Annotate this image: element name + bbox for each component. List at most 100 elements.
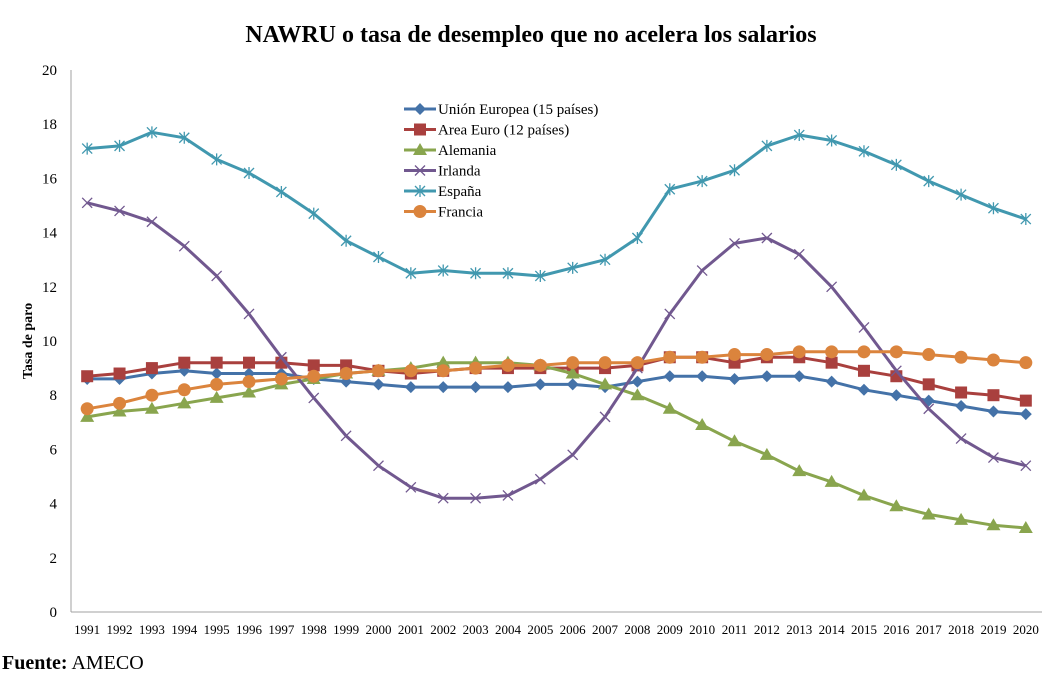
data-point <box>275 185 287 198</box>
data-point <box>923 403 935 415</box>
x-tick-label: 1992 <box>107 622 133 637</box>
axes <box>70 70 1042 613</box>
data-point <box>955 433 967 445</box>
data-point <box>761 232 773 244</box>
data-point <box>146 216 158 228</box>
data-point <box>114 205 126 217</box>
data-point <box>533 358 547 372</box>
data-point <box>534 473 546 485</box>
legend-label: Francia <box>438 205 483 221</box>
x-tick-label: 1991 <box>74 622 100 637</box>
data-point <box>405 481 417 493</box>
data-point <box>955 386 968 399</box>
data-point <box>826 281 838 293</box>
data-point <box>211 153 223 166</box>
source-value: AMECO <box>71 652 144 674</box>
data-point <box>1018 520 1033 533</box>
data-point <box>274 372 288 386</box>
data-point <box>727 434 742 447</box>
x-tick-label: 1993 <box>139 622 165 637</box>
legend-marker <box>414 165 426 176</box>
data-point <box>114 139 126 152</box>
data-point <box>954 512 969 525</box>
data-point <box>81 370 94 383</box>
data-point <box>534 378 547 391</box>
data-point <box>437 381 450 394</box>
data-point <box>307 359 320 372</box>
x-tick-label: 1997 <box>268 622 295 637</box>
data-point <box>889 499 904 512</box>
data-point <box>695 418 710 431</box>
data-point <box>664 308 676 320</box>
data-point <box>792 464 807 477</box>
x-tick-label: 2014 <box>819 622 846 637</box>
data-point <box>825 345 839 359</box>
data-point <box>534 269 546 282</box>
series-line <box>86 350 1026 411</box>
data-point <box>501 381 514 394</box>
data-point <box>178 131 190 144</box>
data-point <box>113 367 126 380</box>
x-tick-label: 1998 <box>301 622 327 637</box>
data-point <box>986 353 1000 367</box>
data-point <box>501 358 515 372</box>
data-point <box>470 492 482 504</box>
data-point <box>857 383 870 396</box>
legend-label: Irlanda <box>438 164 481 180</box>
data-point <box>889 345 903 359</box>
y-tick-label: 20 <box>42 63 57 79</box>
data-point <box>567 449 579 461</box>
data-point <box>113 396 127 410</box>
data-point <box>210 356 223 369</box>
source-note: Fuente: AMECO <box>2 652 144 675</box>
series-line <box>86 201 1027 500</box>
data-point <box>308 207 320 220</box>
data-point <box>211 270 223 282</box>
data-point <box>664 183 676 196</box>
data-point <box>695 350 709 364</box>
data-point <box>793 370 806 383</box>
data-point <box>598 377 613 390</box>
data-point <box>599 411 611 423</box>
data-point <box>1019 394 1032 407</box>
data-point <box>146 126 158 139</box>
data-point <box>80 402 94 416</box>
data-point <box>209 390 224 403</box>
x-tick-label: 2007 <box>592 622 619 637</box>
data-point <box>890 158 902 171</box>
legend-item: Francia <box>404 205 483 221</box>
data-point <box>954 350 968 364</box>
data-point <box>404 364 418 378</box>
data-point <box>307 369 321 383</box>
y-tick-label: 14 <box>42 226 58 242</box>
source-label: Fuente: <box>2 652 68 674</box>
data-point <box>921 507 936 520</box>
data-point <box>955 188 967 201</box>
data-point <box>371 364 385 378</box>
series-line <box>87 369 1026 416</box>
data-point <box>177 396 192 409</box>
data-point <box>728 372 741 385</box>
data-point <box>243 308 255 320</box>
data-point <box>826 134 838 147</box>
data-point <box>340 234 352 247</box>
data-point <box>729 237 740 249</box>
chart-title: NAWRU o tasa de desempleo que no acelera… <box>245 22 817 48</box>
data-point <box>825 375 838 388</box>
data-point <box>759 447 774 460</box>
data-point <box>145 362 158 375</box>
data-point <box>242 385 257 398</box>
data-point <box>630 356 644 370</box>
legend-label: Alemania <box>438 143 497 159</box>
series-line <box>87 130 1027 278</box>
data-point <box>243 166 255 179</box>
y-tick-label: 8 <box>50 388 58 404</box>
data-point <box>631 375 644 388</box>
data-point <box>729 164 740 177</box>
data-point <box>792 345 806 359</box>
x-tick-label: 1999 <box>333 622 359 637</box>
data-point <box>987 202 999 215</box>
data-point <box>243 356 256 369</box>
data-point <box>663 350 677 364</box>
data-point <box>955 400 968 413</box>
